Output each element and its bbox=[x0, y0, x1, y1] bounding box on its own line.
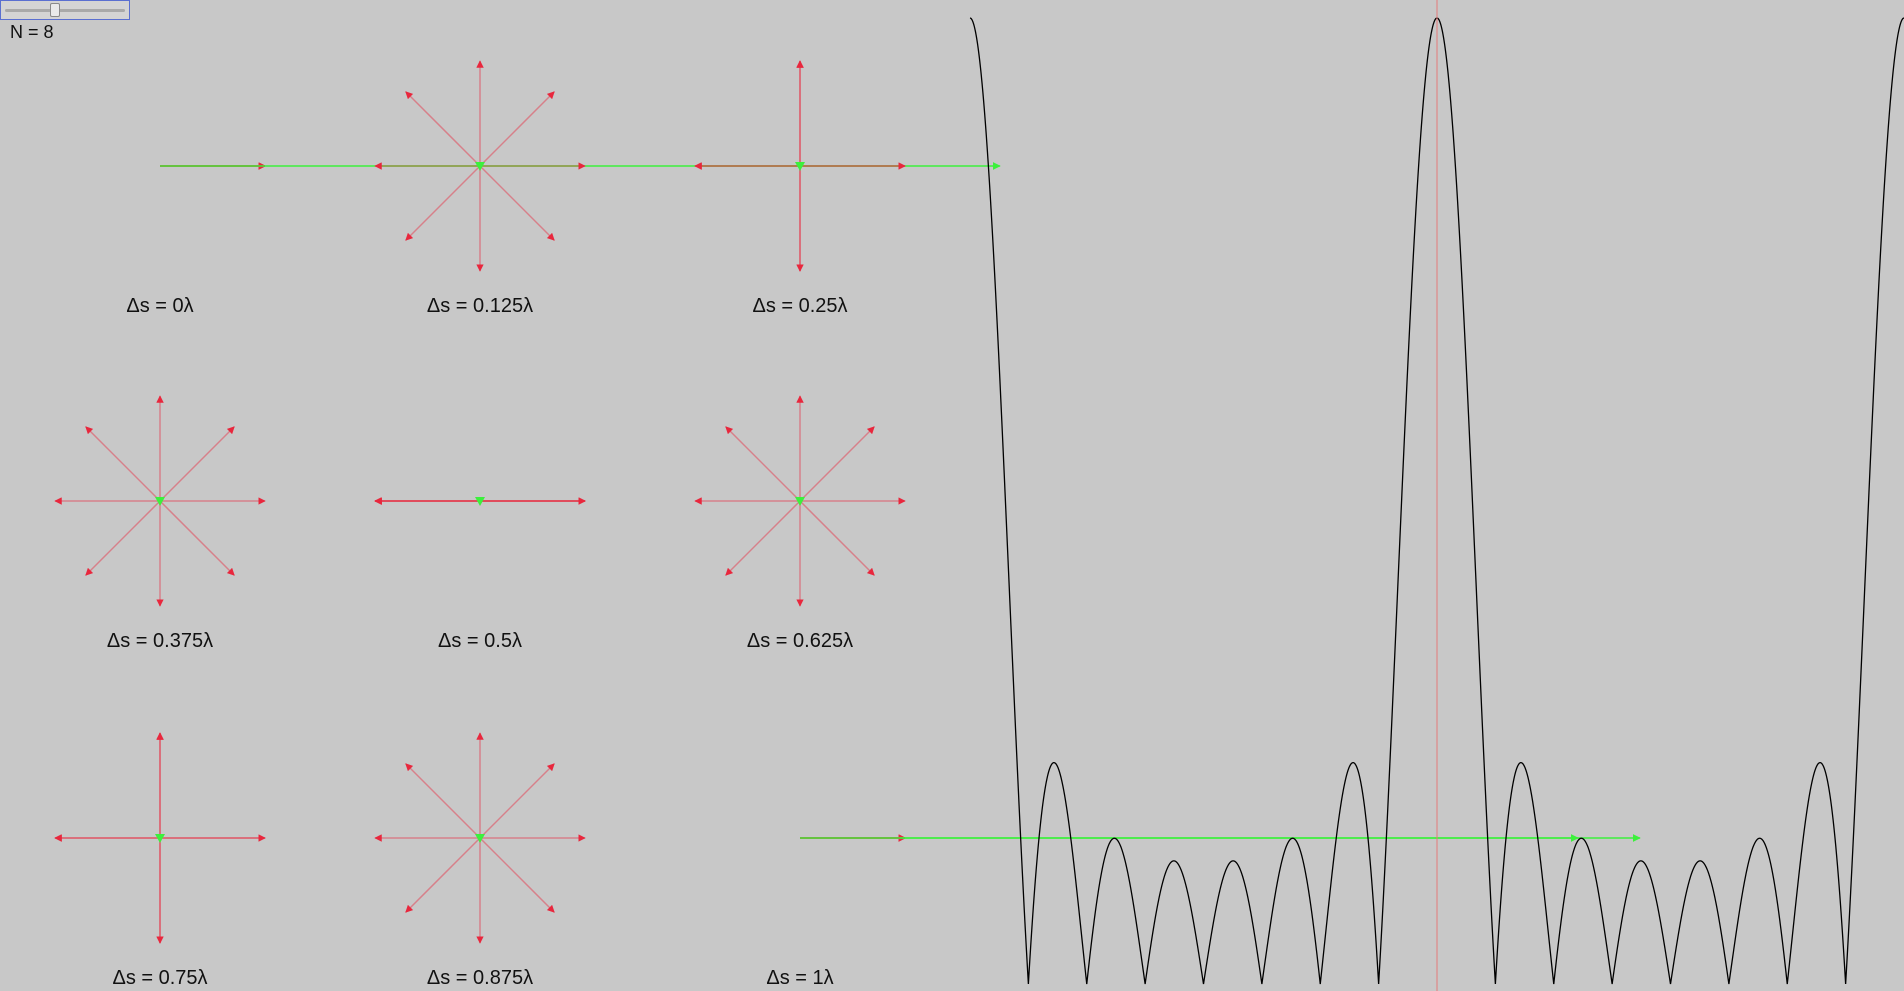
phasor-arrow bbox=[799, 500, 875, 576]
phasor-cell: Δs = 0.75λ bbox=[54, 732, 266, 989]
resultant-arrow bbox=[795, 497, 805, 506]
delta-s-label: Δs = 1λ bbox=[766, 967, 833, 989]
phasor-cell: Δs = 0.5λ bbox=[374, 497, 586, 652]
phasor-arrow bbox=[799, 426, 875, 502]
resultant-arrow bbox=[155, 834, 165, 843]
delta-s-label: Δs = 0.375λ bbox=[107, 630, 213, 652]
n-slider[interactable] bbox=[0, 0, 130, 20]
delta-s-label: Δs = 0.625λ bbox=[747, 630, 853, 652]
phasor-cell: Δs = 0.25λ bbox=[694, 60, 906, 317]
resultant-arrow bbox=[475, 497, 485, 506]
resultant-arrow bbox=[155, 497, 165, 506]
phasor-arrow bbox=[479, 763, 555, 839]
intensity-chart bbox=[969, 0, 1904, 991]
delta-s-label: Δs = 0.5λ bbox=[438, 630, 522, 652]
resultant-arrow bbox=[795, 162, 805, 171]
phasor-arrow bbox=[479, 165, 555, 241]
phasor-arrow bbox=[405, 165, 481, 241]
delta-s-label: Δs = 0.125λ bbox=[427, 295, 533, 317]
phasor-arrow bbox=[725, 426, 801, 502]
phasor-cell: Δs = 0.625λ bbox=[694, 395, 906, 652]
phasor-arrow bbox=[405, 837, 481, 913]
phasor-cell: Δs = 0.375λ bbox=[54, 395, 266, 652]
n-label: N = 8 bbox=[10, 22, 54, 42]
phasor-arrow bbox=[405, 91, 481, 167]
delta-s-label: Δs = 0λ bbox=[126, 295, 193, 317]
phasor-arrow bbox=[159, 426, 235, 502]
phasor-arrow bbox=[85, 500, 161, 576]
phasor-arrow bbox=[85, 426, 161, 502]
phasor-arrow bbox=[725, 500, 801, 576]
slider-thumb[interactable] bbox=[50, 3, 61, 17]
phasor-cell: Δs = 0.875λ bbox=[374, 732, 586, 989]
phasor-cell: Δs = 1λ bbox=[766, 834, 1641, 989]
slider-track bbox=[5, 9, 125, 12]
phasor-arrow bbox=[479, 837, 555, 913]
phasor-cell: Δs = 0.125λ bbox=[374, 60, 586, 317]
delta-s-label: Δs = 0.875λ bbox=[427, 967, 533, 989]
phasor-cell: Δs = 0λ bbox=[126, 162, 1001, 317]
phasor-arrow bbox=[405, 763, 481, 839]
resultant-arrow bbox=[475, 162, 485, 171]
phasor-arrow bbox=[479, 91, 555, 167]
resultant-arrow bbox=[475, 834, 485, 843]
delta-s-label: Δs = 0.75λ bbox=[112, 967, 207, 989]
phasor-arrow bbox=[159, 500, 235, 576]
delta-s-label: Δs = 0.25λ bbox=[752, 295, 847, 317]
